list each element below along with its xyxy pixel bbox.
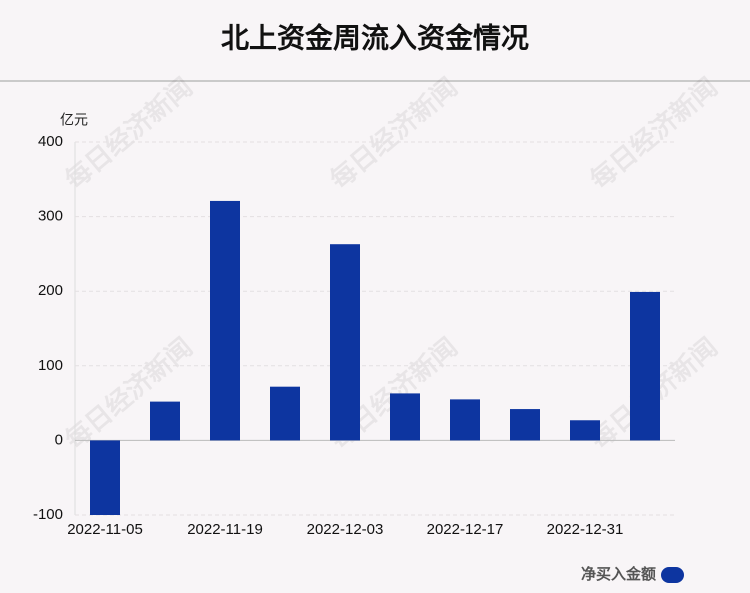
y-tick-label: 200 — [38, 282, 63, 299]
watermark: 每日经济新闻 — [59, 72, 198, 195]
bar — [510, 409, 540, 441]
x-tick-label: 2022-11-05 — [67, 521, 143, 538]
bar — [270, 386, 300, 441]
bar — [570, 420, 600, 441]
bar — [90, 440, 120, 515]
y-tick-label: 400 — [38, 133, 63, 150]
y-tick-label: 0 — [55, 431, 63, 448]
bar — [150, 401, 180, 441]
x-tick-label: 2022-11-19 — [187, 521, 263, 538]
x-tick-label: 2022-12-17 — [427, 521, 504, 538]
chart-title: 北上资金周流入资金情况 — [221, 21, 529, 53]
legend-label: 净买入金额 — [581, 565, 656, 583]
bar — [390, 393, 420, 441]
y-tick-label: 100 — [38, 357, 63, 374]
y-tick-label: 300 — [38, 208, 63, 225]
bar — [210, 200, 240, 441]
watermark: 每日经济新闻 — [324, 72, 463, 195]
legend-swatch — [661, 567, 684, 583]
bar — [330, 244, 360, 441]
watermark: 每日经济新闻 — [584, 72, 723, 195]
bar — [630, 291, 660, 441]
y-tick-label: -100 — [33, 506, 63, 523]
x-tick-label: 2022-12-03 — [307, 521, 384, 538]
y-unit: 亿元 — [60, 112, 88, 128]
bar — [450, 399, 480, 441]
x-tick-label: 2022-12-31 — [547, 521, 624, 538]
